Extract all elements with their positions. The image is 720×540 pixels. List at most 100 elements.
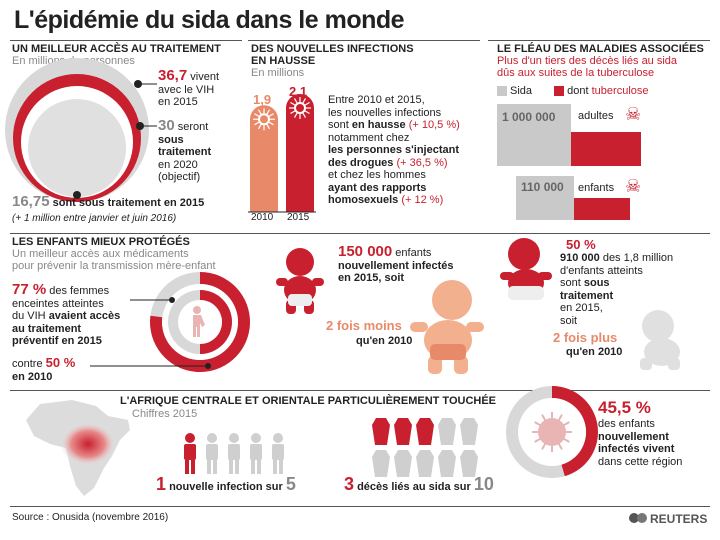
s2-bar-2010: [250, 105, 278, 212]
coffin-icon: [416, 418, 434, 445]
s4-text: préventif en 2015: [12, 335, 102, 347]
s4-text: du VIH: [12, 310, 49, 322]
person-icon: [206, 433, 218, 474]
s5-text: nouvelle infection sur: [166, 481, 286, 493]
virus-icon: [253, 108, 275, 131]
s5-text: des enfants: [598, 418, 655, 430]
s3-bar-sida-enfants: [516, 176, 574, 220]
s4-mid-ratio: 2 fois moins: [326, 318, 402, 333]
s5-text: dans cette région: [598, 455, 683, 468]
coffin-icon: [460, 418, 478, 445]
s4-text: enfants: [392, 247, 432, 259]
s2-subheading: En millions: [251, 67, 305, 79]
s1-text: traitement: [158, 146, 212, 158]
s5-paragraph: des enfants nouvellement infectés vivent…: [598, 418, 713, 468]
virus-icon: [289, 97, 311, 119]
s5-text: infectés vivent: [598, 443, 675, 455]
divider: [10, 233, 710, 234]
s4-mid-value: 150 000: [338, 243, 393, 260]
s1-value-2: 30: [158, 117, 175, 134]
s3-adults-label: adultes: [578, 110, 614, 122]
coffin-icon: [394, 418, 412, 445]
s4-mid-ratio-2: qu'en 2010: [356, 335, 413, 347]
baby-icon-grey: [640, 310, 680, 370]
s4-text: avaient accès: [48, 310, 121, 322]
ring-arc-50: [200, 290, 232, 354]
s2-bar-label-2010: 1,9: [253, 92, 272, 107]
s4-text: au traitement: [12, 322, 82, 335]
s5-text: nouvellement: [598, 430, 669, 443]
s4-text: sont: [560, 277, 584, 289]
s1-callout-2: 30 seront sous traitement en 2020 (objec…: [158, 117, 212, 184]
person-icon: [272, 433, 284, 474]
s4-text: d'enfants atteints: [560, 264, 643, 277]
coffin-icon: [438, 450, 456, 477]
s5-heading: L'AFRIQUE CENTRALE ET ORIENTALE PARTICUL…: [120, 395, 497, 407]
s3-sub-1: Plus d'un tiers des décès liés au sida: [497, 55, 678, 67]
coffin-icon: [372, 450, 390, 477]
s1-text: seront: [174, 121, 209, 133]
s2-text: (+ 10,5 %): [405, 119, 460, 131]
s4-callout-2: contre 50 % en 2010: [12, 356, 75, 383]
s4-text: 910 000: [560, 252, 600, 264]
s1-text: sont sous traitement en 2015: [49, 197, 205, 209]
coffin-icon: [394, 450, 412, 477]
divider: [10, 506, 710, 507]
s1-value-1: 36,7: [158, 67, 188, 84]
coffin-icon: [372, 418, 390, 445]
s2-paragraph: Entre 2010 et 2015, les nouvelles infect…: [328, 94, 488, 207]
s1-note: (+ 1 million entre janvier et juin 2016): [12, 213, 177, 224]
s3-bar-tb-enfants: [574, 198, 630, 220]
s2-text: (+ 12 %): [398, 194, 444, 206]
s4-right-ratio-2: qu'en 2010: [566, 346, 623, 358]
divider: [248, 40, 480, 41]
person-icon: [250, 433, 262, 474]
skull-icon: ☠: [625, 176, 642, 196]
s4-text: en 2015,: [560, 302, 603, 314]
s2-heading-2: EN HAUSSE: [251, 55, 316, 67]
person-icon: [184, 433, 196, 474]
s4-text: sous: [583, 277, 610, 289]
s1-text: en 2015: [158, 96, 198, 108]
donut-arc-45-5: [552, 386, 599, 477]
legend-swatch-tb: [554, 86, 565, 97]
s5-text: décès liés au sida sur: [354, 481, 474, 493]
s2-heading-1: DES NOUVELLES INFECTIONS: [251, 43, 414, 55]
s4-value-77: 77 %: [12, 281, 47, 298]
s4-right-value: 50 %: [566, 237, 596, 252]
skull-icon: ☠: [625, 104, 642, 124]
s2-bar-2015: [286, 94, 314, 212]
coffin-icon: [438, 418, 456, 445]
s4-heading: LES ENFANTS MIEUX PROTÉGÉS: [12, 236, 190, 248]
s1-text: en 2020: [158, 158, 198, 171]
s1-heading: UN MEILLEUR ACCÈS AU TRAITEMENT: [12, 43, 221, 55]
s4-right-ratio: 2 fois plus: [553, 330, 618, 345]
coffin-icon: [460, 450, 478, 477]
s2-bar-label-2015: 2,1: [289, 84, 308, 99]
s4-text: nouvellement infectés: [338, 259, 454, 272]
s2-text: et chez les hommes: [328, 169, 426, 181]
divider: [10, 390, 710, 391]
s5-num: 1: [156, 474, 167, 494]
s2-text: (+ 36,5 %): [393, 156, 448, 169]
s2-text: homosexuels: [328, 194, 399, 206]
s3-adults-total: 1 000 000: [502, 110, 556, 124]
circle-16-75: [28, 99, 126, 197]
s3-heading: LE FLÉAU DES MALADIES ASSOCIÉES: [497, 43, 704, 55]
s5-den: 5: [285, 474, 296, 494]
s4-sub-2: pour prévenir la transmission mère-enfan…: [12, 260, 216, 272]
s2-text: notamment chez: [328, 131, 410, 144]
s1-text: sous: [158, 133, 184, 146]
s4-text: en 2010: [12, 370, 53, 383]
s2-tick-2015: 2015: [287, 212, 310, 223]
divider: [10, 40, 242, 41]
s2-text: des drogues: [328, 156, 394, 169]
s4-right-callout: 910 000 des 1,8 million d'enfants attein…: [560, 252, 710, 327]
page-title: L'épidémie du sida dans le monde: [14, 6, 405, 34]
